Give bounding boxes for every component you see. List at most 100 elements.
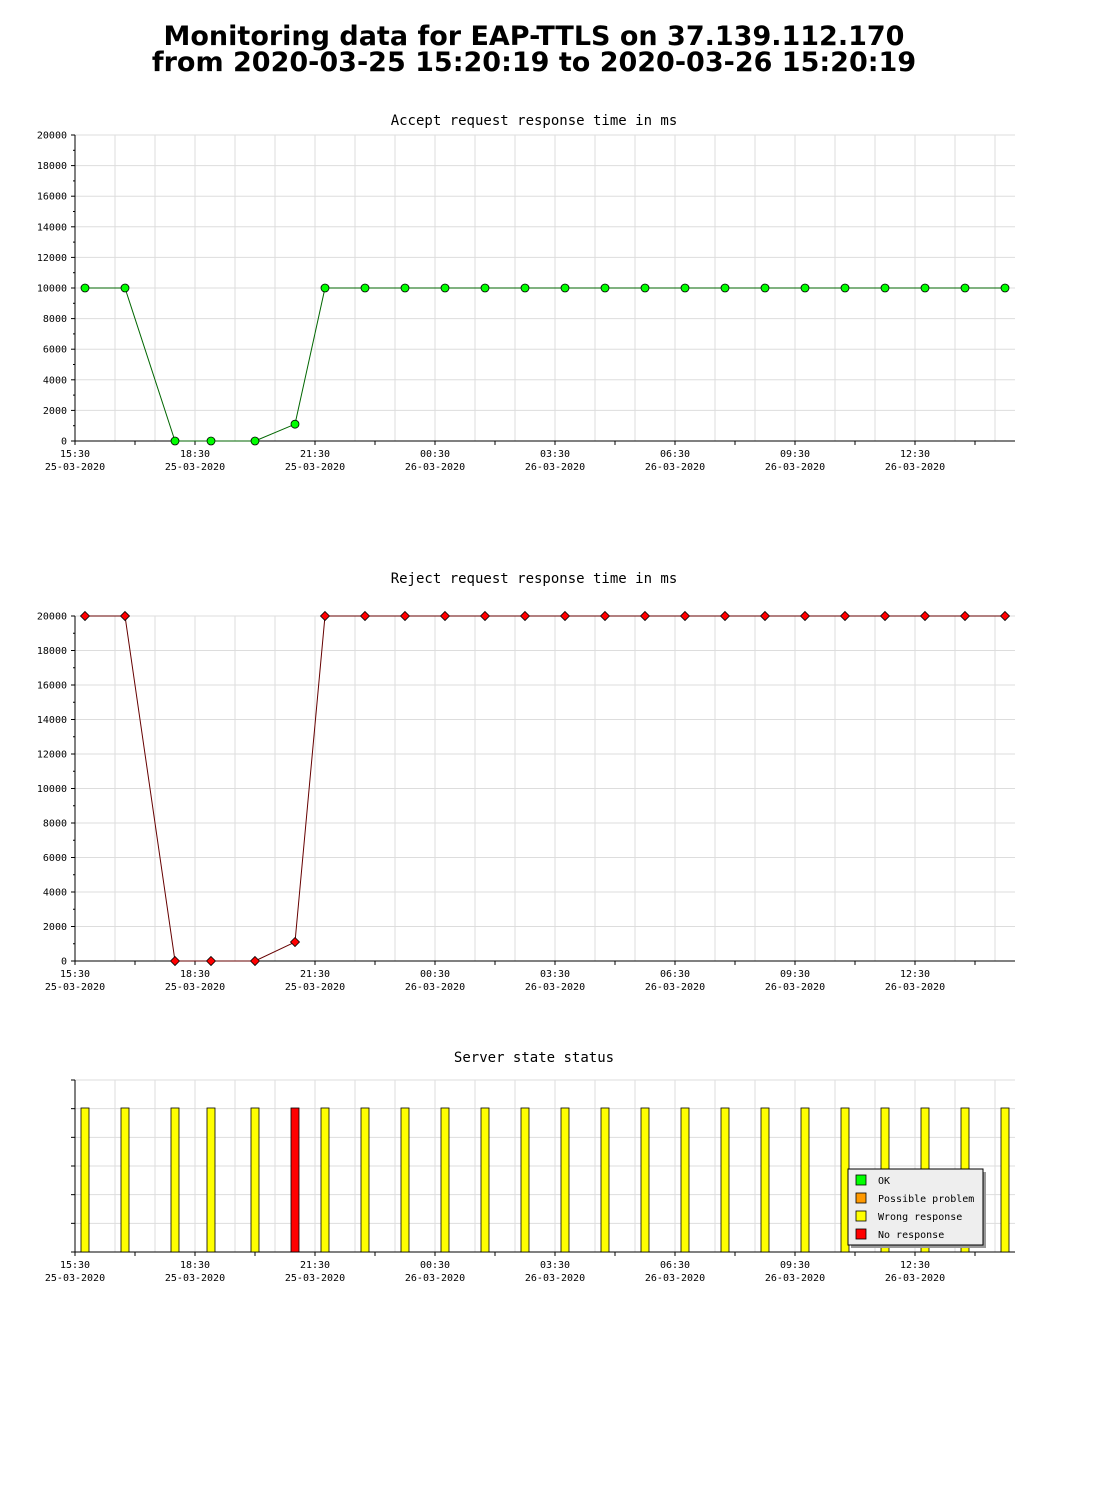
data-point [839, 610, 851, 622]
x-tick-label-time: 00:30 [420, 1260, 450, 1271]
legend-label: Possible problem [878, 1194, 974, 1205]
y-tick-label: 16000 [37, 681, 67, 692]
reject-chart-title: Reject request response time in ms [390, 571, 678, 587]
page-title-line2: from 2020-03-25 15:20:19 to 2020-03-26 1… [151, 47, 917, 78]
data-point [520, 283, 530, 293]
data-point [519, 610, 531, 622]
legend-swatch [855, 1210, 867, 1222]
legend-swatch [855, 1174, 867, 1186]
y-tick-label: 12000 [37, 750, 67, 761]
data-point [799, 610, 811, 622]
x-tick-label-time: 15:30 [60, 969, 90, 980]
status-bar [206, 1107, 216, 1253]
data-point [289, 936, 301, 948]
x-tick-label-time: 06:30 [660, 449, 690, 460]
y-tick-label: 20000 [37, 612, 67, 623]
y-tick-label: 2000 [43, 406, 67, 417]
accept-response-chart: 0 2000 4000 6000 8000 10000 12000 14000 16000 180… [37, 131, 1015, 473]
y-tick-label: 16000 [37, 192, 67, 203]
data-point [560, 283, 570, 293]
x-tick-label-date: 25-03-2020 [45, 462, 105, 473]
data-point [169, 955, 181, 967]
data-point [960, 283, 970, 293]
status-bar [360, 1107, 370, 1253]
data-point [400, 283, 410, 293]
data-point [359, 610, 371, 622]
data-point [600, 283, 610, 293]
x-tick-label-date: 26-03-2020 [405, 462, 465, 473]
y-tick-label: 14000 [37, 222, 67, 233]
data-point [679, 610, 691, 622]
y-tick-label: 20000 [37, 131, 67, 142]
x-tick-label-date: 26-03-2020 [885, 462, 945, 473]
data-point [840, 283, 850, 293]
status-bar [680, 1107, 690, 1253]
status-bar [560, 1107, 570, 1253]
y-tick-label: 18000 [37, 646, 67, 657]
x-tick-label-time: 03:30 [540, 1260, 570, 1271]
data-point [880, 283, 890, 293]
y-tick-label: 10000 [37, 284, 67, 295]
data-point [439, 610, 451, 622]
x-tick-label-date: 25-03-2020 [165, 1273, 225, 1284]
data-point [999, 610, 1011, 622]
x-tick-label-date: 26-03-2020 [645, 982, 705, 993]
x-tick-label-date: 26-03-2020 [645, 462, 705, 473]
x-tick-label-date: 26-03-2020 [885, 1273, 945, 1284]
data-point [120, 283, 130, 293]
x-tick-label-time: 00:30 [420, 449, 450, 460]
legend-label: OK [878, 1176, 890, 1187]
data-point [119, 610, 131, 622]
x-tick-label-time: 21:30 [300, 449, 330, 460]
x-tick-label-time: 12:30 [900, 449, 930, 460]
y-tick-label: 6000 [43, 853, 67, 864]
status-bar [720, 1107, 730, 1253]
data-point [206, 436, 216, 446]
status-bar [170, 1107, 180, 1253]
data-point [399, 610, 411, 622]
x-tick-label-date: 26-03-2020 [765, 1273, 825, 1284]
x-tick-label-time: 12:30 [900, 969, 930, 980]
data-point [639, 610, 651, 622]
x-tick-label-date: 25-03-2020 [285, 982, 345, 993]
data-point [759, 610, 771, 622]
x-tick-label-time: 03:30 [540, 969, 570, 980]
x-tick-label-time: 18:30 [180, 969, 210, 980]
data-point [319, 610, 331, 622]
y-tick-label: 14000 [37, 715, 67, 726]
x-tick-label-time: 15:30 [60, 1260, 90, 1271]
status-bar [400, 1107, 410, 1253]
status-bar [600, 1107, 610, 1253]
data-point [249, 955, 261, 967]
status-bar [80, 1107, 90, 1253]
y-tick-label: 18000 [37, 161, 67, 172]
y-tick-label: 2000 [43, 922, 67, 933]
data-point [959, 610, 971, 622]
status-chart-title: Server state status [453, 1050, 615, 1066]
legend-label: Wrong response [878, 1212, 962, 1223]
x-tick-label-date: 25-03-2020 [45, 982, 105, 993]
x-tick-label-date: 26-03-2020 [405, 982, 465, 993]
x-tick-label-date: 26-03-2020 [405, 1273, 465, 1284]
x-tick-label-date: 26-03-2020 [885, 982, 945, 993]
series-line [85, 287, 1005, 442]
data-point [760, 283, 770, 293]
x-tick-label-time: 06:30 [660, 969, 690, 980]
y-tick-label: 4000 [43, 888, 67, 899]
data-point [480, 283, 490, 293]
status-bar [290, 1107, 300, 1253]
data-point [800, 283, 810, 293]
x-tick-label-time: 21:30 [300, 1260, 330, 1271]
y-tick-label: 4000 [43, 375, 67, 386]
status-bar [250, 1107, 260, 1253]
x-tick-label-date: 25-03-2020 [165, 982, 225, 993]
legend-label: No response [878, 1230, 944, 1241]
y-tick-label: 10000 [37, 784, 67, 795]
data-point [599, 610, 611, 622]
data-point [640, 283, 650, 293]
data-point [879, 610, 891, 622]
x-tick-label-time: 09:30 [780, 1260, 810, 1271]
data-point [920, 283, 930, 293]
x-tick-label-time: 12:30 [900, 1260, 930, 1271]
data-point [79, 610, 91, 622]
